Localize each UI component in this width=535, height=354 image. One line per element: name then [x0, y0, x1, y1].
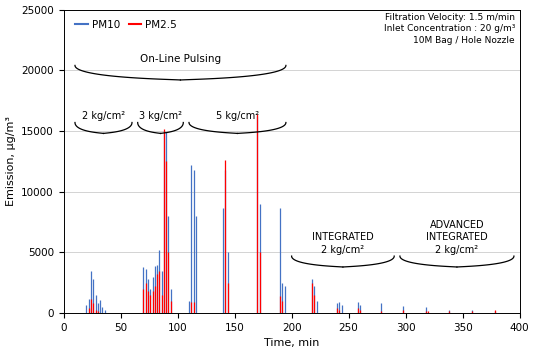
Text: INTEGRATED
2 kg/cm²: INTEGRATED 2 kg/cm² [312, 233, 374, 255]
Text: ADVANCED
INTEGRATED
2 kg/cm²: ADVANCED INTEGRATED 2 kg/cm² [426, 220, 488, 255]
Text: 3 kg/cm²: 3 kg/cm² [139, 111, 182, 121]
Y-axis label: Emission, μg/m³: Emission, μg/m³ [5, 116, 16, 206]
Text: 2 kg/cm²: 2 kg/cm² [82, 111, 125, 121]
Text: 5 kg/cm²: 5 kg/cm² [216, 111, 259, 121]
Legend: PM10, PM2.5: PM10, PM2.5 [73, 18, 179, 32]
X-axis label: Time, min: Time, min [264, 338, 319, 348]
Text: Filtration Velocity: 1.5 m/min
Inlet Concentration : 20 g/m³
10M Bag / Hole Nozz: Filtration Velocity: 1.5 m/min Inlet Con… [384, 13, 515, 45]
Text: On-Line Pulsing: On-Line Pulsing [140, 54, 221, 64]
